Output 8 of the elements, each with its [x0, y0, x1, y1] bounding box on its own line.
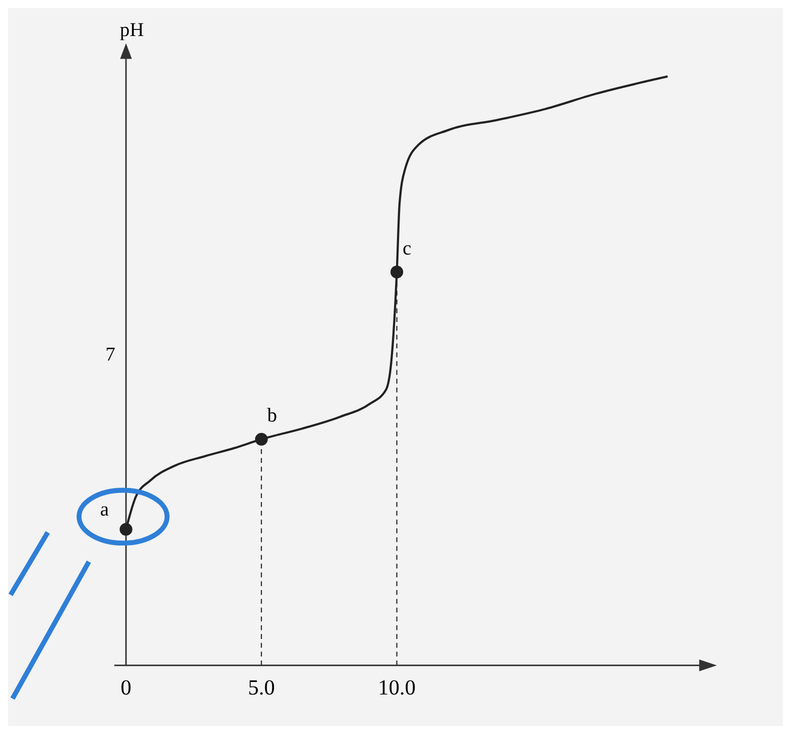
annotation: a	[100, 500, 110, 521]
x-tick-label: 0	[120, 676, 132, 700]
x-tick-label: 10.0	[378, 676, 416, 700]
annotation: c	[402, 238, 412, 260]
y-axis-title: pH	[120, 20, 144, 41]
text: 7	[105, 344, 116, 366]
x-tick-label: 5.0	[248, 676, 275, 700]
annotation: b	[267, 406, 278, 427]
